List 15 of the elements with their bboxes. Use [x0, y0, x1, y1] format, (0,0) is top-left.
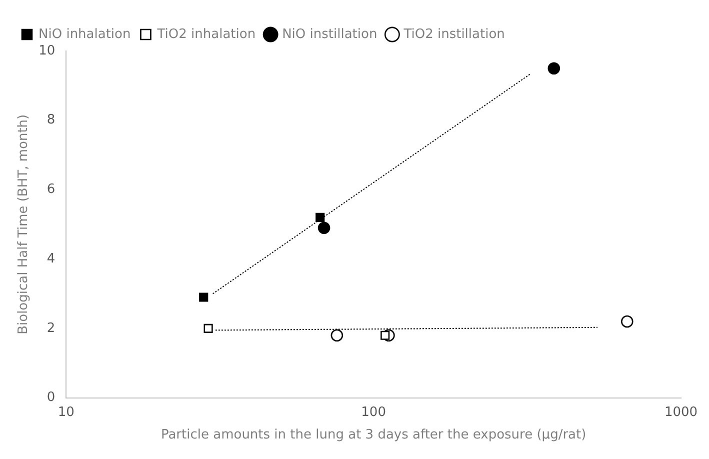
x-tick-label: 10: [58, 404, 74, 420]
y-tick-label: 4: [46, 251, 56, 266]
y-tick-label: 6: [46, 182, 56, 198]
x-tick-label: 100: [361, 404, 386, 420]
x-axis-title: Particle amounts in the lung at 3 days after the exposure (μg/rat): [160, 428, 586, 443]
y-tick-label: 2: [46, 320, 56, 336]
x-tick-label: 1000: [664, 404, 698, 420]
legend-label: TiO2 instillation: [402, 26, 505, 42]
y-axis-title: Biological Half Time (BHT, month): [16, 114, 32, 334]
y-tick-label: 8: [46, 112, 56, 128]
legend-label: NiO instillation: [282, 26, 378, 42]
legend-label: TiO2 inhalation: [156, 26, 256, 42]
y-tick-label: 10: [38, 43, 56, 58]
y-tick-label: 0: [46, 390, 56, 406]
legend-label: NiO inhalation: [38, 26, 131, 42]
